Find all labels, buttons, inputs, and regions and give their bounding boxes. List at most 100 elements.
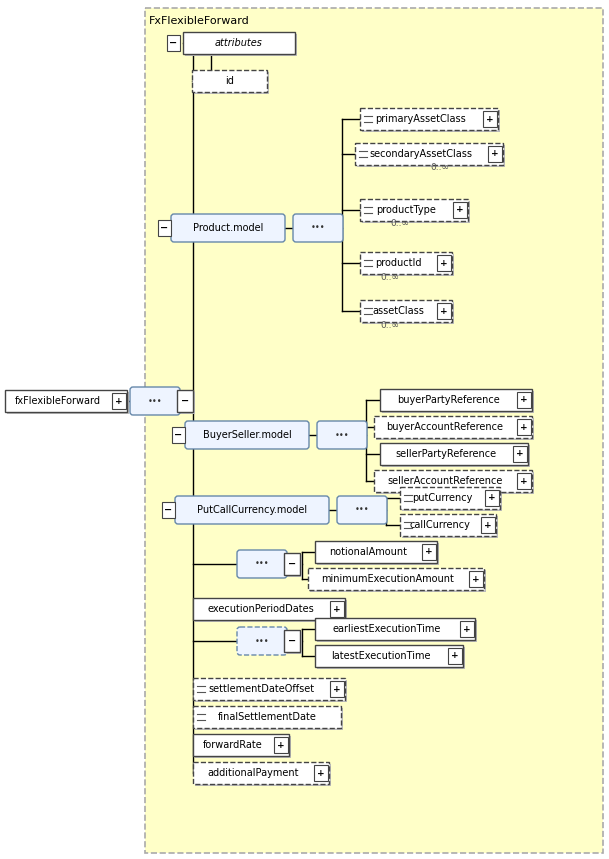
- Text: productType: productType: [376, 205, 436, 215]
- Text: sellerPartyReference: sellerPartyReference: [395, 449, 496, 459]
- FancyBboxPatch shape: [382, 391, 534, 413]
- FancyBboxPatch shape: [175, 496, 329, 524]
- FancyBboxPatch shape: [342, 501, 386, 523]
- FancyBboxPatch shape: [315, 645, 463, 667]
- Text: −: −: [288, 636, 296, 646]
- FancyBboxPatch shape: [380, 389, 532, 411]
- FancyBboxPatch shape: [362, 201, 470, 223]
- Text: buyerPartyReference: buyerPartyReference: [396, 395, 499, 405]
- FancyBboxPatch shape: [193, 598, 345, 620]
- FancyBboxPatch shape: [460, 621, 474, 637]
- Text: +: +: [520, 423, 528, 431]
- Text: forwardRate: forwardRate: [203, 740, 263, 750]
- Text: id: id: [225, 76, 234, 86]
- FancyBboxPatch shape: [167, 35, 180, 51]
- Text: PutCallCurrency.model: PutCallCurrency.model: [197, 505, 307, 515]
- Text: •••: •••: [255, 559, 269, 569]
- FancyBboxPatch shape: [242, 555, 286, 577]
- FancyBboxPatch shape: [172, 427, 185, 443]
- Text: minimumExecutionAmount: minimumExecutionAmount: [322, 574, 454, 584]
- FancyBboxPatch shape: [193, 762, 329, 784]
- FancyBboxPatch shape: [485, 490, 499, 506]
- Text: −: −: [181, 396, 189, 406]
- Text: fxFlexibleForward: fxFlexibleForward: [15, 396, 101, 406]
- Text: •••: •••: [311, 223, 325, 233]
- FancyBboxPatch shape: [322, 426, 366, 448]
- Text: additionalPayment: additionalPayment: [207, 768, 299, 778]
- Text: assetClass: assetClass: [372, 306, 424, 316]
- FancyBboxPatch shape: [237, 550, 287, 578]
- FancyBboxPatch shape: [448, 648, 462, 664]
- Text: +: +: [486, 114, 494, 124]
- FancyBboxPatch shape: [355, 143, 503, 165]
- FancyBboxPatch shape: [382, 445, 530, 467]
- FancyBboxPatch shape: [362, 110, 500, 132]
- FancyBboxPatch shape: [7, 392, 129, 414]
- FancyBboxPatch shape: [237, 627, 287, 655]
- Text: finalSettlementDate: finalSettlementDate: [217, 712, 317, 722]
- FancyBboxPatch shape: [357, 145, 505, 167]
- Text: +: +: [520, 477, 528, 485]
- Text: +: +: [484, 521, 492, 529]
- Text: +: +: [491, 149, 499, 159]
- FancyBboxPatch shape: [286, 632, 302, 654]
- FancyBboxPatch shape: [5, 390, 127, 412]
- Text: −: −: [174, 430, 183, 440]
- FancyBboxPatch shape: [362, 254, 454, 276]
- Text: −: −: [169, 38, 178, 48]
- Text: +: +: [317, 769, 325, 777]
- Text: +: +: [451, 651, 459, 661]
- FancyBboxPatch shape: [179, 392, 195, 414]
- Text: settlementDateOffset: settlementDateOffset: [208, 684, 314, 694]
- Text: +: +: [516, 449, 524, 459]
- FancyBboxPatch shape: [360, 300, 452, 322]
- FancyBboxPatch shape: [135, 392, 179, 414]
- FancyBboxPatch shape: [374, 416, 532, 438]
- FancyBboxPatch shape: [286, 555, 302, 577]
- FancyBboxPatch shape: [376, 472, 534, 494]
- FancyBboxPatch shape: [183, 32, 295, 54]
- FancyBboxPatch shape: [337, 496, 387, 524]
- FancyBboxPatch shape: [317, 543, 439, 565]
- FancyBboxPatch shape: [362, 302, 454, 324]
- Text: •••: •••: [148, 397, 163, 405]
- FancyBboxPatch shape: [274, 737, 288, 753]
- FancyBboxPatch shape: [195, 736, 291, 758]
- FancyBboxPatch shape: [317, 647, 465, 669]
- Text: +: +: [333, 685, 341, 693]
- FancyBboxPatch shape: [360, 108, 498, 130]
- Text: notionalAmount: notionalAmount: [329, 547, 407, 557]
- FancyBboxPatch shape: [180, 501, 328, 523]
- Text: 0..∞: 0..∞: [381, 272, 400, 282]
- FancyBboxPatch shape: [317, 620, 477, 642]
- Text: +: +: [488, 494, 496, 503]
- FancyBboxPatch shape: [488, 146, 502, 162]
- FancyBboxPatch shape: [360, 252, 452, 274]
- FancyBboxPatch shape: [193, 734, 289, 756]
- Text: +: +: [440, 307, 448, 315]
- Text: +: +: [520, 395, 528, 405]
- FancyBboxPatch shape: [513, 446, 527, 462]
- FancyBboxPatch shape: [317, 421, 367, 449]
- FancyBboxPatch shape: [330, 681, 344, 697]
- FancyBboxPatch shape: [195, 708, 343, 730]
- FancyBboxPatch shape: [402, 516, 498, 538]
- FancyBboxPatch shape: [176, 219, 284, 241]
- Text: sellerAccountReference: sellerAccountReference: [387, 476, 502, 486]
- Text: 0..∞: 0..∞: [390, 220, 409, 228]
- FancyBboxPatch shape: [374, 470, 532, 492]
- FancyBboxPatch shape: [177, 390, 193, 412]
- FancyBboxPatch shape: [192, 70, 267, 92]
- FancyBboxPatch shape: [195, 680, 347, 702]
- FancyBboxPatch shape: [517, 392, 531, 408]
- FancyBboxPatch shape: [185, 421, 309, 449]
- Text: productId: productId: [375, 258, 421, 268]
- FancyBboxPatch shape: [376, 418, 534, 440]
- Text: secondaryAssetClass: secondaryAssetClass: [370, 149, 473, 159]
- FancyBboxPatch shape: [284, 630, 300, 652]
- Text: +: +: [425, 547, 433, 557]
- FancyBboxPatch shape: [308, 568, 484, 590]
- Text: •••: •••: [354, 505, 369, 515]
- FancyBboxPatch shape: [162, 502, 175, 518]
- Text: −: −: [164, 505, 172, 515]
